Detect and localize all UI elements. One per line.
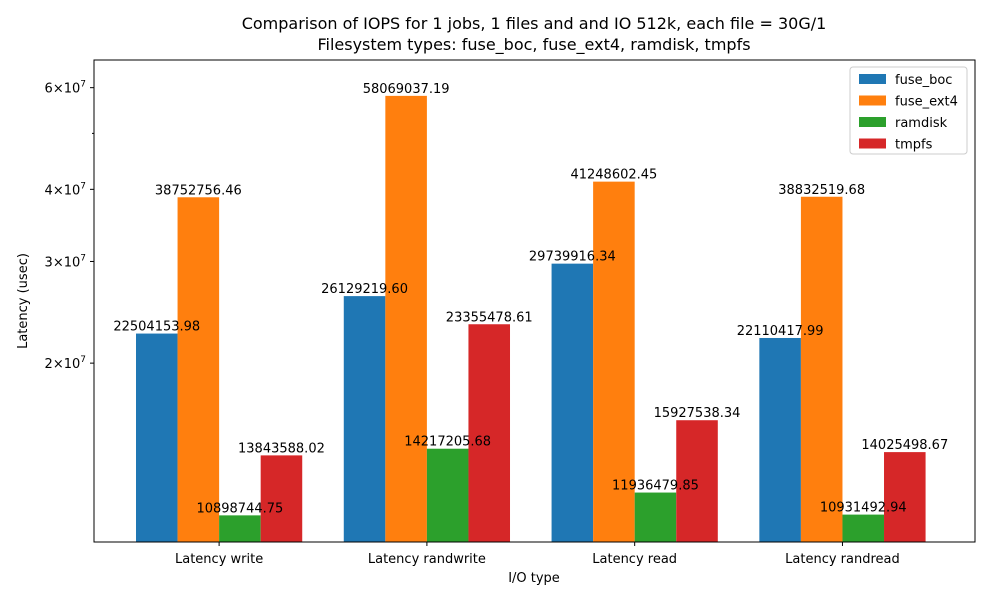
x-tick-label: Latency randwrite [368, 552, 486, 567]
bar-ramdisk-0 [219, 515, 261, 542]
bar-value-label: 23355478.61 [446, 310, 533, 325]
x-tick-label: Latency randread [785, 552, 900, 567]
x-axis: Latency write Latency randwrite Latency re… [175, 542, 900, 567]
bar-tmpfs-2 [676, 420, 718, 542]
bar-tmpfs-0 [260, 455, 303, 542]
bar-value-label: 14025498.67 [861, 438, 948, 453]
bar-value-label: 10931492.94 [820, 501, 907, 516]
x-tick-label: Latency read [592, 552, 677, 567]
chart-subtitle: Filesystem types: fuse_boc, fuse_ext4, r… [317, 35, 750, 55]
bar-fuse_boc-2 [551, 263, 594, 542]
bar-fuse_boc-3 [759, 337, 801, 542]
bar-value-label: 22110417.99 [737, 324, 824, 339]
bar-fuse_boc-1 [343, 296, 386, 542]
bar-value-label: 15927538.34 [654, 406, 741, 421]
bar-tmpfs-1 [468, 324, 511, 542]
chart-title: Comparison of IOPS for 1 jobs, 1 files a… [242, 14, 827, 33]
legend-swatch-fuse_boc [859, 74, 886, 84]
bar-value-label: 58069037.19 [363, 82, 450, 97]
x-tick-label: Latency write [175, 552, 263, 567]
bar-fuse_boc-0 [136, 333, 178, 542]
y-tick-label: 6×107 [45, 80, 86, 97]
legend-box [849, 66, 968, 155]
legend-swatch-ramdisk [859, 117, 886, 127]
legend-entry-tmpfs: tmpfs [895, 138, 933, 153]
plot-frame [93, 59, 976, 543]
bar-value-label: 13843588.02 [238, 441, 325, 456]
y-axis-label: Latency (usec) [16, 253, 31, 349]
bar-fuse_ext4-0 [177, 197, 220, 542]
y-tick-label: 3×107 [45, 253, 86, 270]
x-axis-label: I/O type [508, 571, 560, 586]
bar-labels-group: 22504153.98 38752756.46 10898744.75 1384358… [113, 82, 948, 516]
bar-value-label: 41248602.45 [570, 168, 657, 183]
bar-value-label: 11936479.85 [612, 479, 699, 494]
bar-fuse_ext4-2 [593, 181, 635, 542]
legend-entry-ramdisk: ramdisk [895, 116, 948, 131]
y-axis: 2×107 3×107 4×107 6×107 [45, 80, 94, 372]
bars-group [136, 95, 926, 543]
y-tick-label: 4×107 [45, 181, 86, 198]
bar-value-label: 26129219.60 [321, 282, 408, 297]
bar-value-label: 22504153.98 [113, 320, 200, 335]
bar-fuse_ext4-3 [800, 196, 843, 542]
legend-swatch-tmpfs [859, 138, 886, 149]
y-tick-label: 2×107 [45, 355, 86, 372]
bar-ramdisk-1 [426, 448, 469, 542]
legend-swatch-fuse_ext4 [859, 95, 886, 106]
bar-value-label: 10898744.75 [196, 501, 283, 516]
bar-value-label: 38832519.68 [778, 183, 865, 198]
bar-tmpfs-3 [884, 452, 926, 542]
bar-value-label: 29739916.34 [529, 250, 616, 265]
legend-entry-fuse_ext4: fuse_ext4 [895, 95, 958, 110]
bar-fuse_ext4-1 [385, 95, 427, 543]
bar-value-label: 14217205.68 [404, 435, 491, 450]
bar-ramdisk-3 [842, 514, 885, 542]
bar-ramdisk-2 [634, 492, 677, 542]
bar-value-label: 38752756.46 [155, 183, 242, 198]
legend-entry-fuse_boc: fuse_boc [895, 73, 952, 88]
